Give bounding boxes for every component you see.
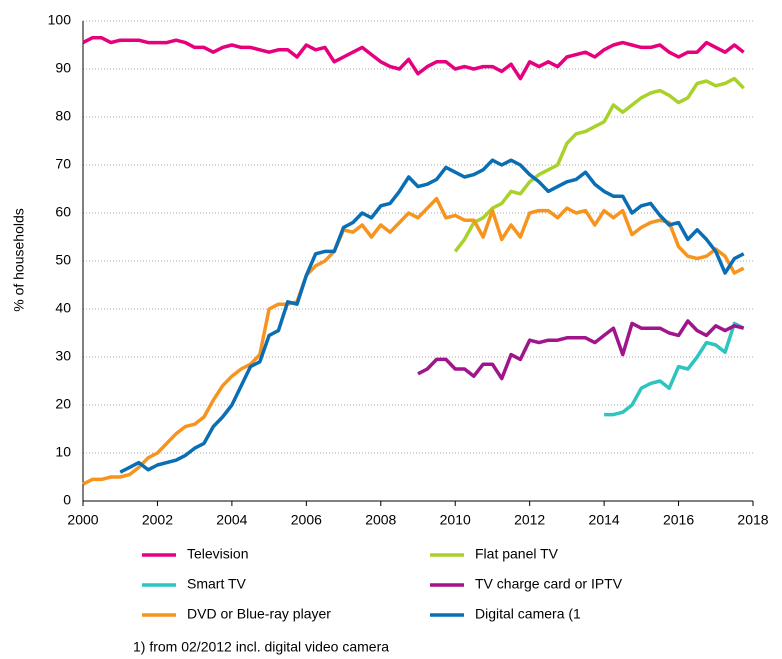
series-line [453,76,745,253]
x-tick-label: 2010 [440,512,471,528]
series-line [417,319,745,381]
x-tick-label: 2006 [291,512,322,528]
x-tick-label: 2002 [142,512,173,528]
legend-label: DVD or Blue-ray player [187,606,331,622]
legend-label: Smart TV [187,576,247,592]
series-line [604,321,745,417]
y-tick-label: 80 [55,108,71,124]
y-tick-label: 60 [55,204,71,220]
y-tick-label: 40 [55,300,71,316]
series-line [82,36,745,81]
y-tick-label: 10 [55,444,71,460]
y-tick-label: 90 [55,60,71,76]
footnote: 1) from 02/2012 incl. digital video came… [133,639,389,655]
x-tick-label: 2012 [514,512,545,528]
x-tick-label: 2000 [67,512,98,528]
y-tick-label: 20 [55,396,71,412]
legend-label: Digital camera (1 [475,606,581,622]
y-tick-label: 70 [55,156,71,172]
y-tick-label: 100 [48,12,72,28]
series-line [119,158,745,474]
y-tick-label: 50 [55,252,71,268]
legend-label: TV charge card or IPTV [475,576,623,592]
x-tick-label: 2008 [365,512,396,528]
legend-label: Flat panel TV [475,546,559,562]
legend-label: Television [187,546,248,562]
y-tick-label: 0 [63,492,71,508]
x-tick-label: 2016 [663,512,694,528]
y-tick-label: 30 [55,348,71,364]
y-axis-label: % of households [11,208,27,312]
series-line [82,196,745,486]
x-tick-label: 2018 [737,512,768,528]
x-tick-label: 2004 [216,512,247,528]
x-tick-label: 2014 [589,512,620,528]
